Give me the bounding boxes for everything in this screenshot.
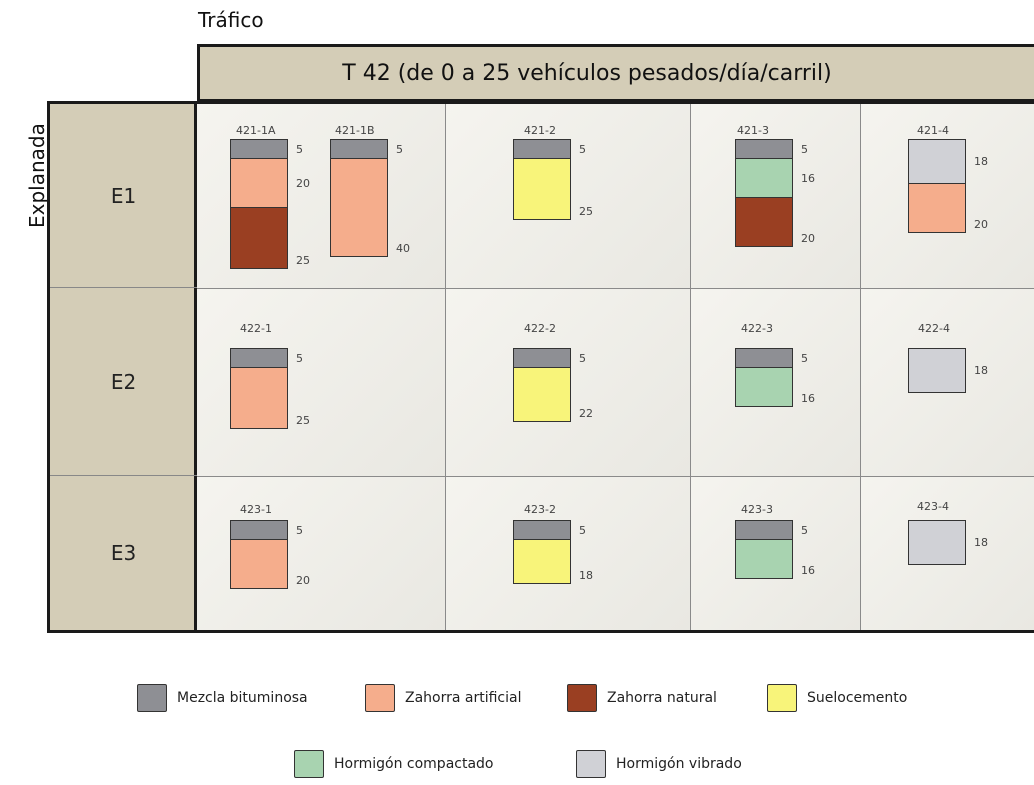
layer-mezcla-bituminosa — [735, 139, 793, 159]
layer-zahorra-artificial — [908, 183, 966, 233]
layer-mezcla-bituminosa — [735, 520, 793, 540]
section-code: 421-4 — [917, 124, 949, 137]
layer-hormigon-compactado — [735, 158, 793, 198]
section-code: 422-3 — [741, 322, 773, 335]
layer-thickness-label: 18 — [579, 569, 593, 582]
section-code: 422-4 — [918, 322, 950, 335]
row-label-e3: E3 — [50, 476, 197, 630]
layer-mezcla-bituminosa — [230, 520, 288, 540]
layer-zahorra-natural — [735, 197, 793, 247]
layer-mezcla-bituminosa — [230, 348, 288, 368]
layer-suelocemento — [513, 367, 571, 422]
section-code: 423-3 — [741, 503, 773, 516]
legend-swatch — [576, 750, 606, 778]
layer-mezcla-bituminosa — [735, 348, 793, 368]
layer-mezcla-bituminosa — [513, 139, 571, 159]
grid-frame — [47, 101, 1034, 633]
layer-thickness-label: 5 — [296, 142, 303, 156]
layer-hormigon-vibrado — [908, 348, 966, 393]
layer-thickness-label: 20 — [974, 218, 988, 231]
section-code: 423-1 — [240, 503, 272, 516]
layer-thickness-label: 16 — [801, 171, 815, 185]
layer-suelocemento — [513, 158, 571, 220]
layer-thickness-label: 16 — [801, 392, 815, 405]
layer-hormigon-vibrado — [908, 139, 966, 184]
layer-mezcla-bituminosa — [513, 520, 571, 540]
layer-thickness-label: 25 — [579, 205, 593, 218]
layer-thickness-label: 20 — [801, 232, 815, 245]
grid-line-vertical — [690, 104, 691, 630]
row-label-e1: E1 — [50, 104, 197, 288]
legend-item-hormigon-compactado: Hormigón compactado — [294, 750, 494, 778]
section-code: 422-2 — [524, 322, 556, 335]
layer-zahorra-artificial — [230, 158, 288, 208]
grid-line-vertical — [445, 104, 446, 630]
layer-thickness-label: 20 — [296, 176, 310, 190]
legend-swatch — [365, 684, 395, 712]
legend-label: Zahorra artificial — [405, 690, 522, 706]
layer-mezcla-bituminosa — [513, 348, 571, 368]
section-code: 423-2 — [524, 503, 556, 516]
layer-thickness-label: 40 — [396, 242, 410, 255]
layer-zahorra-artificial — [230, 367, 288, 429]
legend-item-suelocemento: Suelocemento — [767, 684, 907, 712]
layer-thickness-label: 5 — [801, 351, 808, 365]
layer-thickness-label: 16 — [801, 564, 815, 577]
layer-mezcla-bituminosa — [230, 139, 288, 159]
traffic-axis-label: Tráfico — [198, 8, 264, 32]
legend-item-zahorra-artificial: Zahorra artificial — [365, 684, 522, 712]
layer-suelocemento — [513, 539, 571, 584]
layer-thickness-label: 5 — [579, 351, 586, 365]
legend-swatch — [567, 684, 597, 712]
layer-thickness-label: 5 — [801, 523, 808, 537]
traffic-category-header: T 42 (de 0 a 25 vehículos pesados/día/ca… — [197, 44, 1034, 102]
layer-thickness-label: 5 — [296, 523, 303, 537]
layer-thickness-label: 18 — [974, 536, 988, 549]
layer-hormigon-compactado — [735, 367, 793, 407]
layer-zahorra-natural — [230, 207, 288, 269]
layer-thickness-label: 5 — [579, 142, 586, 156]
section-code: 421-3 — [737, 124, 769, 137]
layer-thickness-label: 18 — [974, 364, 988, 377]
layer-thickness-label: 25 — [296, 254, 310, 267]
layer-thickness-label: 22 — [579, 407, 593, 420]
layer-thickness-label: 5 — [396, 142, 403, 156]
legend-label: Zahorra natural — [607, 690, 717, 706]
section-code: 421-1B — [335, 124, 375, 137]
grid-line-horizontal — [197, 476, 1034, 477]
layer-thickness-label: 25 — [296, 414, 310, 427]
layer-hormigon-vibrado — [908, 520, 966, 565]
layer-thickness-label: 18 — [974, 155, 988, 168]
layer-thickness-label: 5 — [579, 523, 586, 537]
layer-mezcla-bituminosa — [330, 139, 388, 159]
legend-label: Mezcla bituminosa — [177, 690, 308, 706]
grid-line-vertical — [860, 104, 861, 630]
layer-thickness-label: 5 — [296, 351, 303, 365]
layer-thickness-label: 5 — [801, 142, 808, 156]
legend-swatch — [767, 684, 797, 712]
section-code: 422-1 — [240, 322, 272, 335]
legend-swatch — [137, 684, 167, 712]
row-label-e2: E2 — [50, 288, 197, 476]
section-code: 421-1A — [236, 124, 276, 137]
grid-line-horizontal — [197, 288, 1034, 289]
section-code: 421-2 — [524, 124, 556, 137]
section-code: 423-4 — [917, 500, 949, 513]
legend-item-mezcla-bituminosa: Mezcla bituminosa — [137, 684, 308, 712]
layer-zahorra-artificial — [330, 158, 388, 257]
layer-thickness-label: 20 — [296, 574, 310, 587]
layer-zahorra-artificial — [230, 539, 288, 589]
legend-swatch — [294, 750, 324, 778]
legend-label: Hormigón compactado — [334, 756, 494, 772]
legend-label: Suelocemento — [807, 690, 908, 706]
legend-item-hormigon-vibrado: Hormigón vibrado — [576, 750, 742, 778]
layer-hormigon-compactado — [735, 539, 793, 579]
legend-label: Hormigón vibrado — [616, 756, 742, 772]
legend-item-zahorra-natural: Zahorra natural — [567, 684, 717, 712]
